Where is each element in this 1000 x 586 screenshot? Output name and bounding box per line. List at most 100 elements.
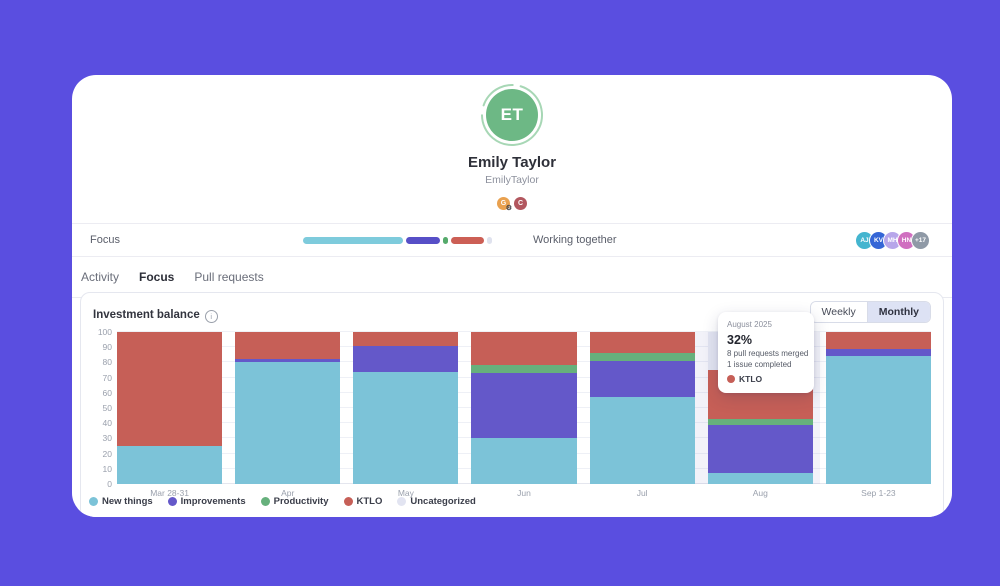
bar-segment-improvements[interactable] <box>235 359 341 363</box>
profile-username: EmilyTaylor <box>485 174 539 186</box>
x-label-jun: Jun <box>517 488 531 498</box>
focus-summary-segment <box>303 237 403 244</box>
legend-label: Improvements <box>180 496 246 507</box>
y-axis: 0 10 20 30 40 50 60 70 80 90 100 <box>91 327 117 489</box>
bar-mar-28-31 <box>117 332 223 484</box>
tab-activity[interactable]: Activity <box>81 270 120 284</box>
bar-apr <box>235 332 341 484</box>
legend-label: KTLO <box>356 496 383 507</box>
gridline <box>117 331 931 332</box>
legend-dot-productivity <box>260 497 270 506</box>
y-tick-label: 10 <box>102 463 112 474</box>
tooltip-percent: 32% <box>727 333 753 347</box>
y-tick-label: 20 <box>102 448 112 459</box>
toggle-weekly[interactable]: Weekly <box>810 302 867 322</box>
bar-jul <box>589 332 695 484</box>
x-label-sep-1-23: Sep 1-23 <box>861 488 896 498</box>
bar-segment-improvements[interactable] <box>707 424 813 474</box>
tooltip-series-label: KTLO <box>739 374 763 384</box>
y-tick-label: 30 <box>102 433 112 444</box>
bar-segment-improvements[interactable] <box>589 360 695 398</box>
bar-segment-new-things[interactable] <box>825 356 931 484</box>
profile-badge-icon: C <box>514 197 527 210</box>
profile-name: Emily Taylor <box>467 154 557 171</box>
chart-legend: New things Improvements Productivity KTLO Un… <box>89 496 476 507</box>
y-tick-label: 70 <box>102 372 112 383</box>
bar-segment-ktlo[interactable] <box>825 332 931 349</box>
y-tick-label: 80 <box>102 357 112 368</box>
bar-segment-improvements[interactable] <box>471 373 577 439</box>
period-toggle: Weekly Monthly <box>809 301 931 323</box>
bar-segment-productivity[interactable] <box>707 418 813 425</box>
bar-segment-new-things[interactable] <box>589 397 695 484</box>
tooltip-date: August 2025 <box>727 320 772 329</box>
bar-segment-productivity[interactable] <box>589 353 695 361</box>
avatar-initials: ET <box>500 105 524 124</box>
chart-tooltip: August 2025 32% 8 pull requests merged 1… <box>718 312 814 393</box>
bar-segment-new-things[interactable] <box>707 473 813 484</box>
ktlo-dot-icon <box>727 375 735 383</box>
bar-segment-new-things[interactable] <box>353 371 459 484</box>
x-label-mar-28-31: Mar 28-31 <box>150 488 189 498</box>
focus-summary-row: Focus Working together AJ KV MH HN +17 <box>72 223 952 257</box>
focus-summary-segment <box>451 237 484 244</box>
bar-segment-improvements[interactable] <box>825 348 931 357</box>
legend-label: Productivity <box>273 496 329 507</box>
tab-pull-requests[interactable]: Pull requests <box>194 270 264 284</box>
tooltip-series: KTLO <box>727 374 805 384</box>
legend-item-ktlo[interactable]: KTLO <box>343 496 383 507</box>
info-icon[interactable]: i <box>204 310 218 323</box>
legend-item-new-things[interactable]: New things <box>89 496 153 507</box>
working-together-label: Working together <box>533 234 617 246</box>
bar-segment-ktlo[interactable] <box>235 332 341 360</box>
avatar-ring: ET <box>480 83 544 147</box>
profile-header: ET Emily Taylor EmilyTaylor G ⚙ C <box>72 83 952 223</box>
bar-may <box>353 332 459 484</box>
panel-title: Investment balance <box>93 309 200 321</box>
tab-focus[interactable]: Focus <box>139 257 175 297</box>
legend-item-improvements[interactable]: Improvements <box>167 496 246 507</box>
legend-label: Uncategorized <box>410 496 476 507</box>
teammate-avatar-17[interactable]: +17 <box>911 231 930 250</box>
bar-segment-new-things[interactable] <box>235 362 341 484</box>
legend-item-uncategorized[interactable]: Uncategorized <box>397 496 476 507</box>
y-tick-label: 60 <box>102 387 112 398</box>
bar-segment-improvements[interactable] <box>353 345 459 372</box>
bar-jun <box>471 332 577 484</box>
profile-card: ET Emily Taylor EmilyTaylor G ⚙ C Focus Wo… <box>72 75 952 517</box>
x-label-may: May <box>397 488 414 498</box>
y-tick-label: 50 <box>102 403 112 413</box>
working-together-avatars[interactable]: AJ KV MH HN +17 <box>855 231 930 250</box>
y-tick-label: 100 <box>97 327 112 337</box>
bar-segment-ktlo[interactable] <box>117 332 223 446</box>
panel-header: Investment balance i Weekly Monthly <box>81 293 943 327</box>
bar-segment-ktlo[interactable] <box>589 332 695 354</box>
focus-summary-bar[interactable] <box>303 237 492 244</box>
bar-segment-productivity[interactable] <box>471 365 577 374</box>
legend-dot-improvements <box>167 497 177 506</box>
x-label-jul: Jul <box>636 488 648 498</box>
legend-label: New things <box>102 496 153 507</box>
focus-summary-segment <box>443 237 448 244</box>
profile-badge-icon: G ⚙ <box>497 197 512 212</box>
bar-segment-new-things[interactable] <box>471 438 577 484</box>
y-tick-label: 90 <box>102 342 112 353</box>
tooltip-detail-line: 1 issue completed <box>727 360 792 369</box>
avatar-sketch-circle <box>481 84 543 146</box>
bar-segment-new-things[interactable] <box>117 446 223 484</box>
x-label-aug: Aug <box>752 488 768 498</box>
y-tick-label: 40 <box>102 418 112 429</box>
x-axis-labels: Mar 28-31 Apr May Jun Jul Aug Sep 1-23 <box>117 488 931 498</box>
tooltip-detail-line: 8 pull requests merged <box>727 349 809 358</box>
legend-dot-ktlo <box>343 497 353 506</box>
legend-item-productivity[interactable]: Productivity <box>260 496 329 507</box>
y-tick-label: 0 <box>107 479 112 489</box>
bar-sep-1-23 <box>825 332 931 484</box>
legend-dot-uncategorized <box>397 497 407 506</box>
legend-dot-new-things <box>89 497 98 506</box>
profile-badges: G ⚙ C <box>72 197 952 212</box>
toggle-monthly[interactable]: Monthly <box>866 302 930 322</box>
bar-segment-ktlo[interactable] <box>471 332 577 366</box>
bar-segment-ktlo[interactable] <box>353 332 459 346</box>
gear-icon: ⚙ <box>505 205 512 212</box>
